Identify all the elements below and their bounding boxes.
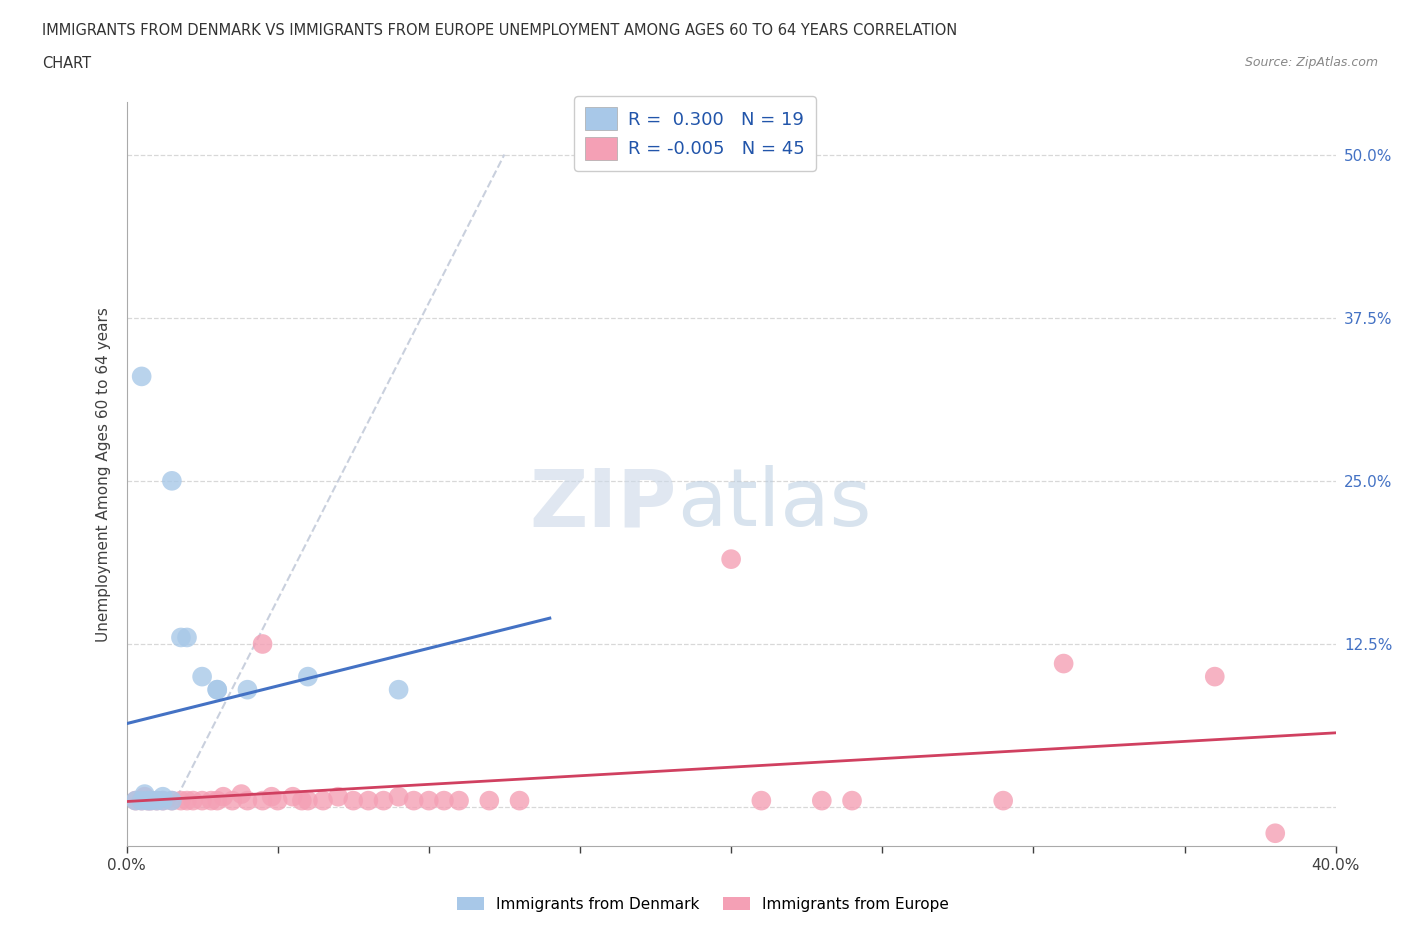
Point [252, 636, 274, 651]
Text: IMMIGRANTS FROM DENMARK VS IMMIGRANTS FROM EUROPE UNEMPLOYMENT AMONG AGES 60 TO : IMMIGRANTS FROM DENMARK VS IMMIGRANTS FR… [42, 23, 957, 38]
Point [205, 683, 228, 698]
Point [200, 793, 222, 808]
Point [212, 790, 235, 804]
Point [509, 793, 531, 808]
Point [160, 473, 183, 488]
Y-axis label: Unemployment Among Ages 60 to 64 years: Unemployment Among Ages 60 to 64 years [96, 307, 111, 642]
Point [236, 793, 259, 808]
Point [160, 793, 183, 808]
Point [134, 787, 156, 802]
Text: ZIP: ZIP [530, 465, 676, 543]
Point [124, 793, 146, 808]
Point [136, 793, 159, 808]
Point [1264, 826, 1286, 841]
Point [139, 793, 162, 808]
Point [176, 793, 198, 808]
Point [181, 793, 204, 808]
Point [418, 793, 440, 808]
Point [134, 790, 156, 804]
Point [176, 630, 198, 644]
Point [433, 793, 456, 808]
Point [131, 793, 153, 808]
Point [326, 790, 350, 804]
Point [402, 793, 425, 808]
Point [1204, 670, 1226, 684]
Point [160, 793, 183, 808]
Point [124, 793, 146, 808]
Point [447, 793, 470, 808]
Point [993, 793, 1015, 808]
Point [221, 793, 243, 808]
Point [357, 793, 380, 808]
Point [191, 793, 214, 808]
Point [267, 793, 290, 808]
Point [720, 551, 742, 566]
Point [152, 790, 174, 804]
Text: atlas: atlas [676, 465, 872, 543]
Point [152, 793, 174, 808]
Point [191, 670, 214, 684]
Point [205, 683, 228, 698]
Point [136, 793, 159, 808]
Point [373, 793, 395, 808]
Point [252, 793, 274, 808]
Point [170, 630, 193, 644]
Point [810, 793, 832, 808]
Point [291, 793, 314, 808]
Point [131, 369, 153, 384]
Point [297, 670, 319, 684]
Point [152, 793, 174, 808]
Point [297, 793, 319, 808]
Point [236, 683, 259, 698]
Point [388, 683, 411, 698]
Point [478, 793, 501, 808]
Point [751, 793, 773, 808]
Text: Source: ZipAtlas.com: Source: ZipAtlas.com [1244, 56, 1378, 69]
Point [131, 793, 153, 808]
Point [170, 793, 193, 808]
Legend: R =  0.300   N = 19, R = -0.005   N = 45: R = 0.300 N = 19, R = -0.005 N = 45 [574, 97, 815, 171]
Point [260, 790, 283, 804]
Point [841, 793, 863, 808]
Point [231, 787, 253, 802]
Point [281, 790, 304, 804]
Point [312, 793, 335, 808]
Point [146, 793, 169, 808]
Point [1053, 657, 1076, 671]
Point [146, 793, 169, 808]
Point [139, 793, 162, 808]
Text: CHART: CHART [42, 56, 91, 71]
Point [205, 793, 228, 808]
Point [388, 790, 411, 804]
Legend: Immigrants from Denmark, Immigrants from Europe: Immigrants from Denmark, Immigrants from… [450, 890, 956, 918]
Point [342, 793, 364, 808]
